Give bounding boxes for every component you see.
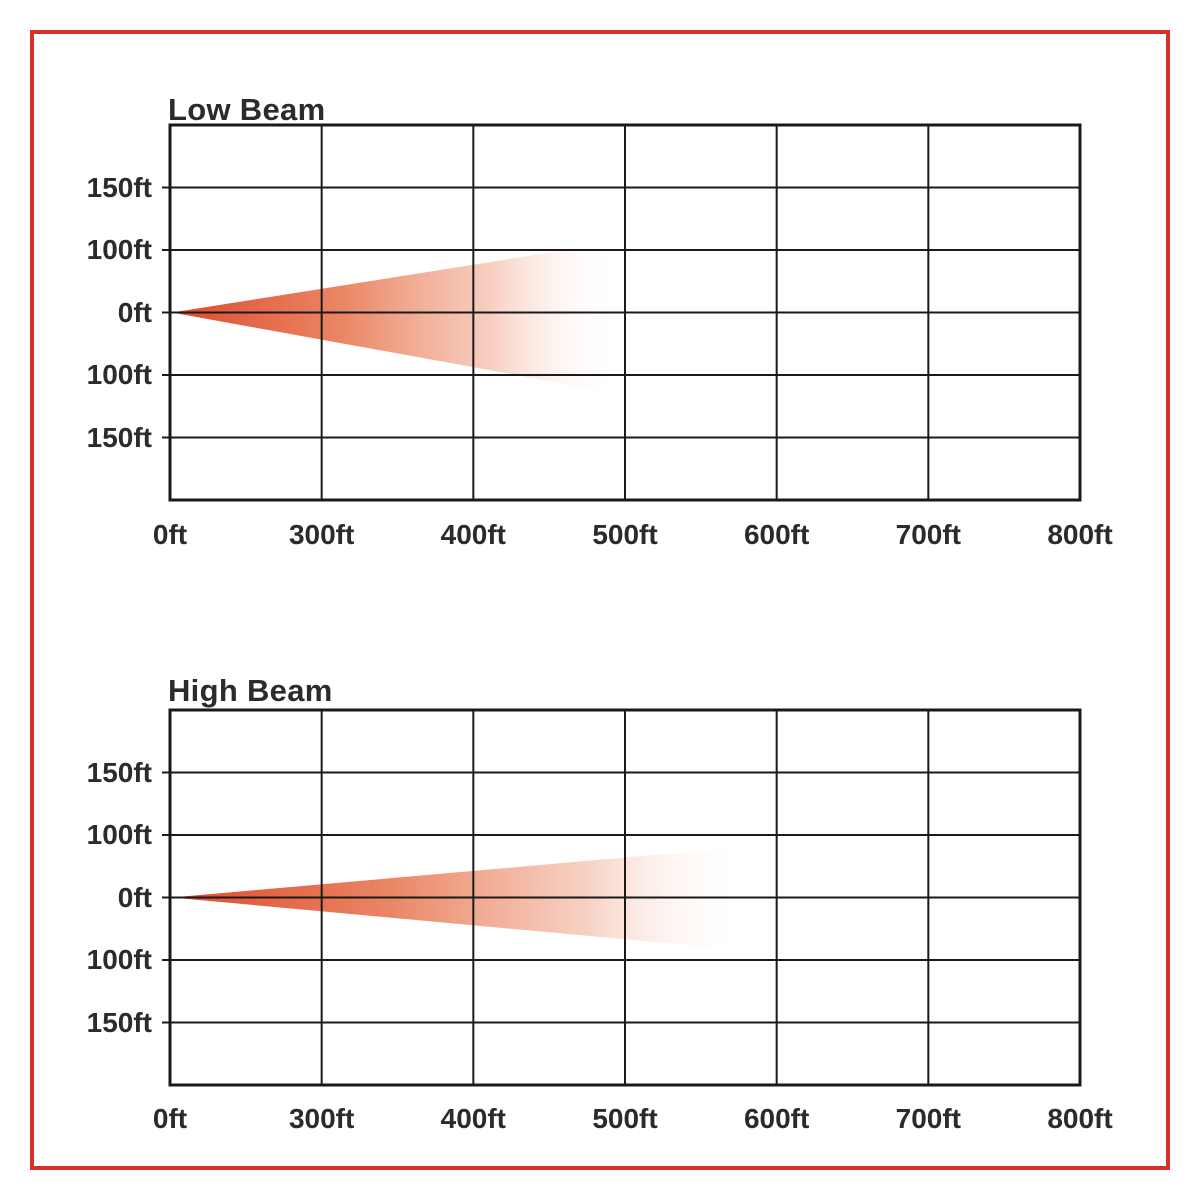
y-tick-label: 100ft: [86, 944, 152, 975]
y-tick-label: 150ft: [86, 171, 152, 203]
y-tick-label: 0ft: [117, 881, 152, 913]
x-tick-label: 300ft: [288, 519, 355, 550]
low-beam-cone: [171, 242, 617, 394]
x-tick-label: 500ft: [592, 519, 658, 550]
x-tick-label: 300ft: [288, 1103, 355, 1134]
x-tick-label: 800ft: [1047, 519, 1113, 550]
x-tick-label: 700ft: [895, 1103, 962, 1134]
x-tick-label: 400ft: [440, 519, 507, 550]
y-tick-label: 150ft: [86, 756, 152, 788]
y-tick-label: 150ft: [86, 421, 152, 453]
y-tick-label: 100ft: [86, 819, 152, 850]
x-tick-label: 0ft: [152, 1103, 188, 1134]
y-tick-label: 150ft: [86, 1006, 152, 1038]
high-beam-cone: [171, 846, 746, 951]
x-tick-label: 0ft: [152, 519, 188, 550]
x-tick-label: 600ft: [743, 519, 810, 550]
y-tick-label: 0ft: [117, 296, 152, 328]
plot-border: [168, 708, 1082, 1087]
plot-border: [168, 123, 1082, 502]
y-tick-label: 100ft: [86, 359, 152, 390]
x-tick-label: 600ft: [743, 1103, 810, 1134]
x-tick-label: 800ft: [1047, 1103, 1113, 1134]
low-beam-title: Low Beam: [168, 91, 326, 127]
x-tick-label: 400ft: [440, 1103, 507, 1134]
high-beam-title: High Beam: [168, 672, 333, 708]
x-tick-label: 700ft: [895, 519, 962, 550]
y-tick-label: 100ft: [86, 234, 152, 265]
x-tick-label: 500ft: [592, 1103, 658, 1134]
